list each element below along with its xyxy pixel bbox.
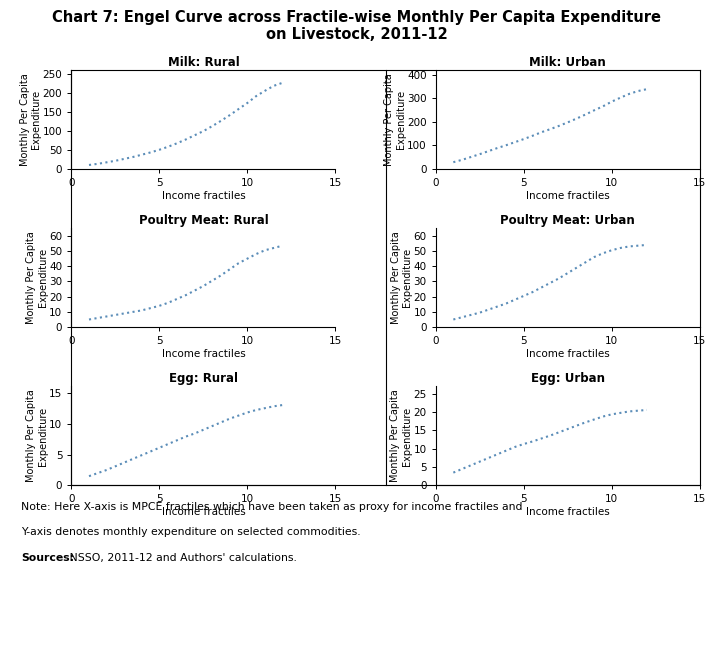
Title: Egg: Rural: Egg: Rural — [169, 372, 238, 385]
Text: NSSO, 2011-12 and Authors' calculations.: NSSO, 2011-12 and Authors' calculations. — [66, 553, 296, 563]
Title: Milk: Urban: Milk: Urban — [529, 56, 606, 68]
Y-axis label: Monthly Per Capita
Expenditure: Monthly Per Capita Expenditure — [391, 231, 412, 324]
X-axis label: Income fractiles: Income fractiles — [526, 191, 610, 201]
Y-axis label: Monthly Per Capita
Expenditure: Monthly Per Capita Expenditure — [26, 231, 48, 324]
Text: Y-axis denotes monthly expenditure on selected commodities.: Y-axis denotes monthly expenditure on se… — [21, 527, 361, 537]
Title: Poultry Meat: Urban: Poultry Meat: Urban — [501, 214, 635, 227]
Text: Chart 7: Engel Curve across Fractile-wise Monthly Per Capita Expenditure
on Live: Chart 7: Engel Curve across Fractile-wis… — [53, 10, 661, 43]
X-axis label: Income fractiles: Income fractiles — [161, 507, 246, 517]
Y-axis label: Monthly Per Capita
Expenditure: Monthly Per Capita Expenditure — [19, 73, 41, 166]
Title: Poultry Meat: Rural: Poultry Meat: Rural — [139, 214, 268, 227]
X-axis label: Income fractiles: Income fractiles — [161, 349, 246, 359]
Y-axis label: Monthly Per Capita
Expenditure: Monthly Per Capita Expenditure — [26, 390, 48, 482]
Y-axis label: Monthly Per Capita
Expenditure: Monthly Per Capita Expenditure — [391, 390, 412, 482]
Title: Milk: Rural: Milk: Rural — [168, 56, 239, 68]
Text: Sources:: Sources: — [21, 553, 74, 563]
Text: Note: Here X-axis is MPCE fractiles which have been taken as proxy for income fr: Note: Here X-axis is MPCE fractiles whic… — [21, 502, 523, 512]
X-axis label: Income fractiles: Income fractiles — [161, 191, 246, 201]
X-axis label: Income fractiles: Income fractiles — [526, 349, 610, 359]
Y-axis label: Monthly Per Capita
Expenditure: Monthly Per Capita Expenditure — [384, 73, 406, 166]
X-axis label: Income fractiles: Income fractiles — [526, 507, 610, 517]
Title: Egg: Urban: Egg: Urban — [531, 372, 605, 385]
